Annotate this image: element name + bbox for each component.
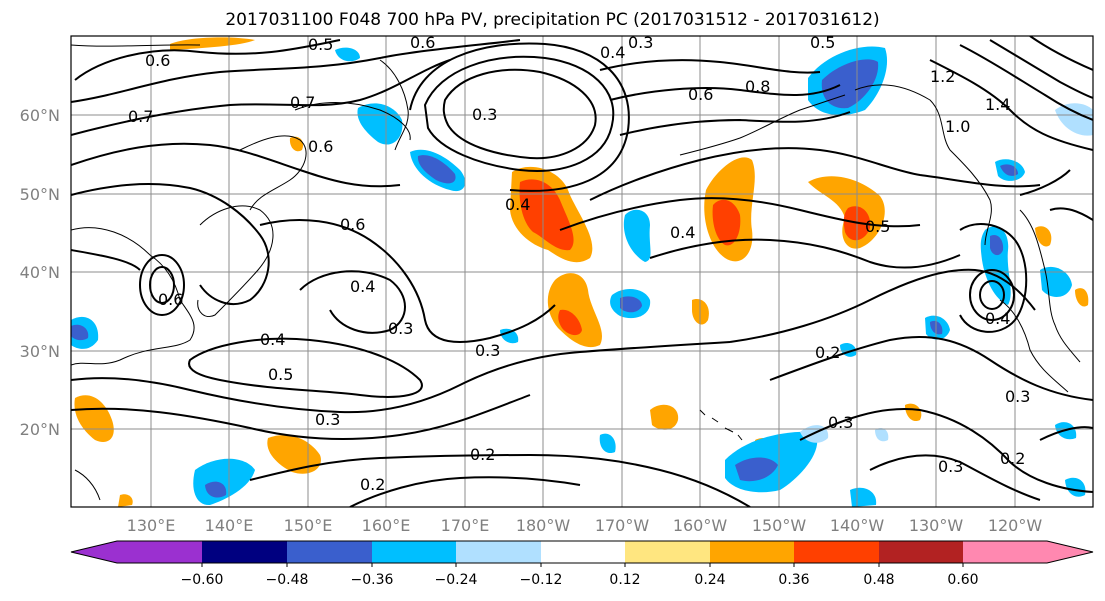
contour-label: 0.6 (340, 215, 365, 234)
contour-label: 0.4 (260, 330, 285, 349)
colorbar-extend-low (71, 541, 117, 563)
contour-label: 0.6 (410, 33, 435, 52)
colorbar-ticks (201, 563, 964, 567)
contour-label: 1.2 (930, 67, 955, 86)
map-title: 2017031100 F048 700 hPa PV, precipitatio… (225, 10, 880, 30)
contour-label: 0.3 (828, 413, 853, 432)
contour-label: 0.5 (268, 365, 293, 384)
colorbar-swatch (372, 541, 456, 563)
map-border (70, 35, 1094, 508)
lat-label: 20°N (20, 420, 60, 439)
contour-label: 0.6 (308, 137, 333, 156)
colorbar-tick-label: 0.60 (947, 572, 978, 588)
contour-label: 1.4 (985, 95, 1010, 114)
contour-label: 0.3 (475, 341, 500, 360)
lon-label: 120°W (988, 516, 1043, 535)
longitude-labels: 130°E 140°E 150°E 160°E 170°E 180°W 170°… (127, 516, 1043, 535)
colorbar-tick-label: −0.60 (181, 572, 224, 588)
colorbar-swatch (625, 541, 710, 563)
contour-label: 0.5 (810, 33, 835, 52)
pv-contours (71, 36, 1093, 507)
lat-label: 30°N (20, 342, 60, 361)
contour-label: 0.7 (128, 107, 153, 126)
colorbar-swatch (963, 541, 1047, 563)
colorbar-swatch (287, 541, 372, 563)
contour-label: 0.4 (670, 223, 695, 242)
colorbar-tick-label: −0.36 (351, 572, 394, 588)
colorbar-tick-label: −0.24 (435, 572, 478, 588)
contour-label: 0.4 (505, 195, 530, 214)
contour-label: 1.0 (945, 117, 970, 136)
lon-label: 160°W (673, 516, 728, 535)
lon-label: 150°E (284, 516, 333, 535)
contour-labels: 0.6 0.5 0.6 0.3 0.4 0.5 0.7 0.7 0.6 0.3 … (128, 33, 1030, 494)
lon-label: 170°E (441, 516, 490, 535)
lon-label: 130°W (909, 516, 964, 535)
lon-label: 140°W (830, 516, 885, 535)
colorbar-swatches (117, 541, 1047, 563)
colorbar-swatch (794, 541, 879, 563)
colorbar: −0.60 −0.48 −0.36 −0.24 −0.12 0.12 0.24 … (70, 540, 1094, 588)
colorbar-swatch (456, 541, 541, 563)
contour-label: 0.3 (628, 33, 653, 52)
contour-label: 0.3 (388, 319, 413, 338)
lon-label: 170°W (595, 516, 650, 535)
contour-label: 0.3 (472, 105, 497, 124)
colorbar-swatch (879, 541, 963, 563)
latitude-labels: 60°N 50°N 40°N 30°N 20°N (20, 106, 60, 439)
colorbar-swatch (117, 541, 202, 563)
contour-label: 0.2 (360, 475, 385, 494)
lon-label: 180°W (516, 516, 571, 535)
colorbar-tick-label: 0.48 (863, 572, 894, 588)
colorbar-outline (70, 540, 1094, 564)
lat-label: 60°N (20, 106, 60, 125)
colorbar-swatch (202, 541, 287, 563)
colorbar-tick-label: −0.12 (520, 572, 563, 588)
contour-label: 0.6 (158, 290, 183, 309)
contour-label: 0.5 (865, 217, 890, 236)
colorbar-extend-high (1047, 541, 1093, 563)
colorbar-tick-label: −0.48 (266, 572, 309, 588)
contour-label: 0.3 (938, 457, 963, 476)
contour-label: 0.4 (600, 43, 625, 62)
colorbar-tick-label: 0.12 (609, 572, 640, 588)
contour-label: 0.6 (145, 51, 170, 70)
colorbar-tick-labels: −0.60 −0.48 −0.36 −0.24 −0.12 0.12 0.24 … (181, 572, 979, 588)
colorbar-tick-label: 0.36 (778, 572, 809, 588)
lon-label: 140°E (205, 516, 254, 535)
lat-label: 50°N (20, 185, 60, 204)
contour-label: 0.4 (350, 277, 375, 296)
contour-label: 0.4 (985, 309, 1010, 328)
contour-label: 0.6 (688, 85, 713, 104)
contour-label: 0.3 (315, 410, 340, 429)
lon-label: 150°W (752, 516, 807, 535)
contour-label: 0.2 (470, 445, 495, 464)
colorbar-swatch (541, 541, 625, 563)
contour-label: 0.2 (815, 343, 840, 362)
lat-label: 40°N (20, 263, 60, 282)
contour-label: 0.7 (290, 93, 315, 112)
contour-label: 0.2 (1000, 449, 1025, 468)
contour-label: 0.3 (1005, 387, 1030, 406)
coastlines (71, 44, 1081, 501)
lon-label: 160°E (362, 516, 411, 535)
contour-label: 0.8 (745, 77, 770, 96)
colorbar-tick-label: 0.24 (694, 572, 725, 588)
colorbar-swatch (710, 541, 794, 563)
lon-label: 130°E (127, 516, 176, 535)
contour-label: 0.5 (308, 35, 333, 54)
